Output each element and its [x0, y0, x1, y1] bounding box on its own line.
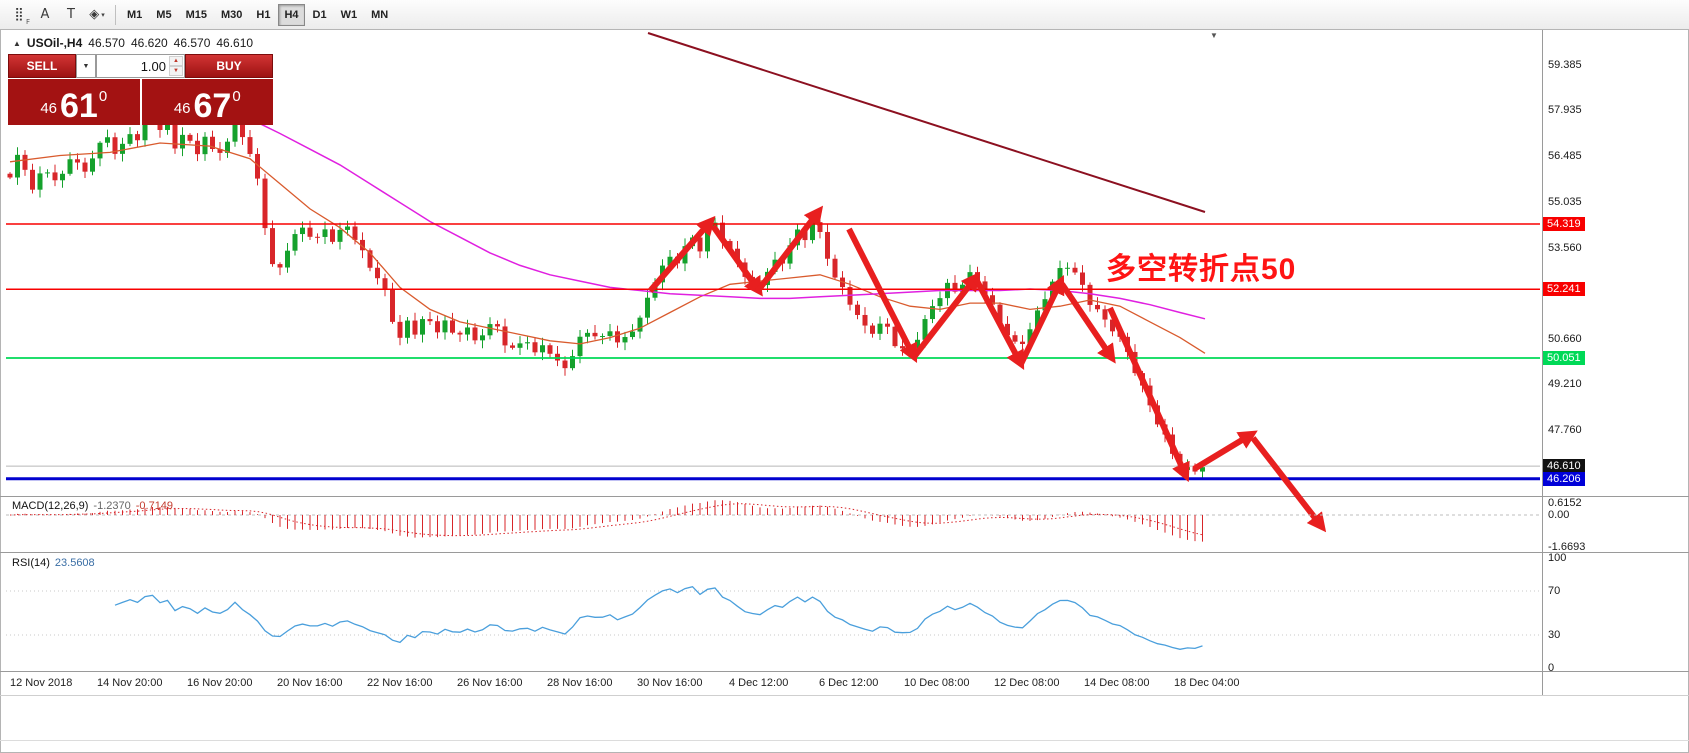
- rsi-value: 23.5608: [54, 557, 95, 569]
- time-axis-label: 10 Dec 08:00: [904, 677, 970, 689]
- buy-price-big: 67: [193, 87, 232, 126]
- one-click-trading-panel: SELL ▼ 1.00 ▲ ▼ BUY 46 61 0 46 67 0: [8, 54, 273, 125]
- macd-scale-label: 0.6152: [1548, 497, 1582, 510]
- chevron-down-icon: ▼: [82, 62, 90, 70]
- price-tag: 46.610: [1543, 459, 1585, 474]
- time-axis-label: 4 Dec 12:00: [729, 677, 789, 689]
- rsi-indicator-label: RSI(14) 23.5608: [12, 557, 95, 569]
- price-scale-label: 47.760: [1548, 423, 1582, 436]
- chart-symbol-ohlc: ▲ USOil-,H4 46.570 46.620 46.570 46.610: [13, 36, 253, 50]
- ohlc-close: 46.610: [216, 36, 254, 50]
- sell-button[interactable]: SELL: [8, 54, 76, 78]
- volume-input[interactable]: 1.00 ▲ ▼: [96, 54, 185, 78]
- time-axis-label: 22 Nov 16:00: [367, 677, 433, 689]
- macd-main-value: -1.2370: [93, 500, 131, 512]
- time-axis-label: 26 Nov 16:00: [457, 677, 523, 689]
- price-scale-label: 50.660: [1548, 332, 1582, 345]
- timeframe-button-m30[interactable]: M30: [220, 8, 243, 21]
- rsi-scale-label: 100: [1548, 552, 1567, 564]
- timeframe-button-m5[interactable]: M5: [156, 8, 172, 21]
- volume-dropdown-button[interactable]: ▼: [76, 54, 96, 78]
- rsi-scale-label: 0: [1548, 662, 1555, 674]
- time-axis-label: 30 Nov 16:00: [637, 677, 703, 689]
- buy-price-small: 46: [173, 100, 191, 117]
- time-axis-label: 12 Dec 08:00: [994, 677, 1060, 689]
- chevron-down-icon: ▾: [101, 10, 105, 19]
- time-axis-label: 18 Dec 04:00: [1174, 677, 1240, 689]
- toolbar-icons: ⣿ F A T ◈ ▾: [6, 4, 110, 26]
- time-axis-label: 16 Nov 20:00: [187, 677, 253, 689]
- symbol-expand-icon[interactable]: ▲: [13, 38, 21, 48]
- timeframe-button-m1[interactable]: M1: [127, 8, 143, 21]
- sell-price-big: 61: [60, 87, 98, 126]
- macd-scale-label: 0.00: [1548, 509, 1570, 521]
- time-axis-label: 20 Nov 16:00: [277, 677, 343, 689]
- chart-shift-marker-icon: ▼: [1210, 31, 1218, 40]
- sell-price-display[interactable]: 46 61 0: [8, 79, 140, 125]
- timeframe-toolbar: M1 M5 M15 M30 H1 H4 D1 W1 MN: [121, 3, 394, 26]
- buy-price-display[interactable]: 46 67 0: [141, 79, 273, 126]
- timeframe-button-h1[interactable]: H1: [256, 8, 271, 21]
- price-scale-label: 57.935: [1548, 104, 1582, 117]
- time-axis-label: 14 Dec 08:00: [1084, 677, 1150, 689]
- price-scale-label: 59.385: [1548, 58, 1582, 71]
- ohlc-open: 46.570: [88, 36, 125, 50]
- price-tag: 52.241: [1543, 282, 1585, 297]
- volume-value: 1.00: [140, 58, 166, 74]
- sell-price-sup: 0: [98, 88, 108, 105]
- text-annotation-icon[interactable]: A: [40, 7, 50, 22]
- timeframe-button-m15[interactable]: M15: [185, 8, 207, 21]
- top-toolbar: ⣿ F A T ◈ ▾ M1 M5 M15 M30 H1 H4 D1 W1 MN: [0, 0, 1689, 30]
- rsi-scale-label: 70: [1548, 585, 1561, 597]
- time-axis-label: 14 Nov 20:00: [97, 677, 163, 689]
- timeframe-button-d1[interactable]: D1: [312, 8, 327, 21]
- text-label-icon[interactable]: T: [67, 7, 75, 22]
- time-axis-label: 12 Nov 2018: [10, 677, 73, 689]
- chart-text-annotation: 多空转折点50: [1106, 253, 1297, 286]
- sell-price-small: 46: [40, 100, 57, 117]
- price-scale-label: 53.560: [1548, 241, 1582, 254]
- macd-scale-label: -1.6693: [1548, 540, 1586, 553]
- price-scale-label: 49.210: [1548, 378, 1582, 391]
- time-axis-label: 28 Nov 16:00: [547, 677, 613, 689]
- volume-down-button[interactable]: ▼: [169, 66, 183, 76]
- price-scale-label: 55.035: [1548, 195, 1582, 208]
- timeframe-button-w1[interactable]: W1: [340, 8, 358, 21]
- ohlc-high: 46.620: [130, 36, 168, 50]
- macd-signal-value: -0.7149: [135, 500, 174, 512]
- price-scale-label: 56.485: [1548, 149, 1582, 162]
- volume-up-button[interactable]: ▲: [169, 56, 183, 66]
- symbol-name: USOil-,H4: [26, 36, 83, 50]
- toolbar-separator: [115, 4, 116, 25]
- time-axis-label: 6 Dec 12:00: [819, 677, 879, 689]
- shapes-icon[interactable]: ◈ ▾: [89, 7, 105, 22]
- rsi-scale-label: 30: [1548, 629, 1561, 641]
- buy-price-sup: 0: [232, 88, 241, 105]
- rsi-name: RSI(14): [12, 557, 50, 569]
- ohlc-low: 46.570: [173, 36, 211, 50]
- price-tag: 50.051: [1543, 351, 1585, 365]
- buy-button[interactable]: BUY: [185, 54, 273, 78]
- timeframe-button-mn[interactable]: MN: [371, 8, 389, 21]
- macd-indicator-label: MACD(12,26,9) -1.2370 -0.7149: [12, 500, 173, 512]
- dots-pattern-icon[interactable]: ⣿ F: [14, 7, 30, 26]
- price-tag: 54.319: [1543, 217, 1585, 231]
- macd-name: MACD(12,26,9): [12, 500, 89, 512]
- price-tag: 46.206: [1543, 471, 1585, 486]
- timeframe-button-h4[interactable]: H4: [278, 3, 305, 26]
- volume-stepper: ▲ ▼: [169, 56, 183, 76]
